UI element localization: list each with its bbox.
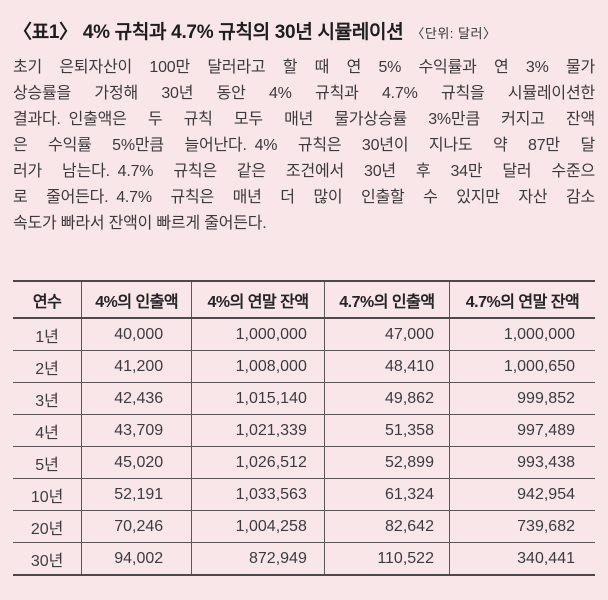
- header-cell-4-7pct-withdrawal: 4.7%의 인출액: [323, 281, 450, 319]
- withdrawal-4-7pct-cell: 52,899: [323, 446, 450, 479]
- balance-4pct-cell: 1,015,140: [191, 382, 325, 415]
- table-row: 3년 42,436 1,015,140 49,862 999,852: [13, 382, 595, 415]
- paragraph-line-1: 초기 은퇴자산이 100만 달러라고 할 때 연 5% 수익률과 연 3% 물가: [13, 59, 595, 76]
- withdrawal-4pct-cell: 94,002: [81, 542, 192, 575]
- withdrawal-4-7pct-cell: 47,000: [323, 318, 450, 351]
- table-row: 2년 41,200 1,008,000 48,410 1,000,650: [13, 350, 595, 383]
- withdrawal-4-7pct-cell: 61,324: [323, 478, 450, 511]
- intro-paragraph: 초기 은퇴자산이 100만 달러라고 할 때 연 5% 수익률과 연 3% 물가…: [13, 55, 595, 237]
- header-cell-4pct-balance: 4%의 연말 잔액: [191, 281, 325, 319]
- table-row: 5년 45,020 1,026,512 52,899 993,438: [13, 446, 595, 479]
- withdrawal-4-7pct-cell: 49,862: [323, 382, 450, 415]
- withdrawal-4pct-cell: 52,191: [81, 478, 192, 511]
- balance-4pct-cell: 1,033,563: [191, 478, 325, 511]
- table-row: 4년 43,709 1,021,339 51,358 997,489: [13, 414, 595, 447]
- withdrawal-4pct-cell: 45,020: [81, 446, 192, 479]
- year-cell: 5년: [13, 446, 82, 479]
- balance-4pct-cell: 1,021,339: [191, 414, 325, 447]
- paragraph-line-2: 상승률을 가정해 30년 동안 4% 규칙과 4.7% 규칙을 시뮬레이션한: [13, 85, 595, 102]
- paragraph-line-3: 결과다. 인출액은 두 규칙 모두 매년 물가상승률 3%만큼 커지고 잔액: [13, 111, 595, 128]
- withdrawal-4pct-cell: 41,200: [81, 350, 192, 383]
- balance-4-7pct-cell: 993,438: [448, 446, 595, 479]
- balance-4pct-cell: 1,008,000: [191, 350, 325, 383]
- withdrawal-4pct-cell: 43,709: [81, 414, 192, 447]
- withdrawal-4-7pct-cell: 110,522: [323, 542, 450, 575]
- paragraph-line-5: 러가 남는다. 4.7% 규칙은 같은 조건에서 30년 후 34만 달러 수준…: [13, 163, 595, 180]
- balance-4-7pct-cell: 739,682: [448, 510, 595, 543]
- withdrawal-4pct-cell: 40,000: [81, 318, 192, 351]
- balance-4-7pct-cell: 1,000,000: [448, 318, 595, 351]
- year-cell: 4년: [13, 414, 82, 447]
- table-title: 〈표1〉 4% 규칙과 4.7% 규칙의 30년 시뮬레이션: [13, 22, 404, 43]
- header-cell-4-7pct-balance: 4.7%의 연말 잔액: [448, 281, 595, 319]
- withdrawal-4pct-cell: 70,246: [81, 510, 192, 543]
- table-row: 10년 52,191 1,033,563 61,324 942,954: [13, 478, 595, 511]
- table-row: 1년 40,000 1,000,000 47,000 1,000,000: [13, 318, 595, 351]
- balance-4-7pct-cell: 340,441: [448, 542, 595, 575]
- balance-4pct-cell: 1,026,512: [191, 446, 325, 479]
- withdrawal-4-7pct-cell: 82,642: [323, 510, 450, 543]
- year-cell: 3년: [13, 382, 82, 415]
- balance-4pct-cell: 872,949: [191, 542, 325, 575]
- withdrawal-4-7pct-cell: 51,358: [323, 414, 450, 447]
- simulation-table: 연수 4%의 인출액 4%의 연말 잔액 4.7%의 인출액 4.7%의 연말 …: [13, 280, 595, 576]
- unit-label: 〈단위: 달러〉: [411, 26, 497, 41]
- table-row: 30년 94,002 872,949 110,522 340,441: [13, 542, 595, 575]
- paragraph-line-4: 은 수익률 5%만큼 늘어난다. 4% 규칙은 30년이 지나도 약 87만 달: [13, 137, 595, 154]
- paragraph-line-6: 로 줄어든다. 4.7% 규칙은 매년 더 많이 인출할 수 있지만 자산 감소: [13, 189, 595, 206]
- page-header: 〈표1〉 4% 규칙과 4.7% 규칙의 30년 시뮬레이션 〈단위: 달러〉: [13, 17, 595, 44]
- balance-4pct-cell: 1,000,000: [191, 318, 325, 351]
- balance-4pct-cell: 1,004,258: [191, 510, 325, 543]
- year-cell: 20년: [13, 510, 82, 543]
- year-cell: 10년: [13, 478, 82, 511]
- withdrawal-4pct-cell: 42,436: [81, 382, 192, 415]
- balance-4-7pct-cell: 997,489: [448, 414, 595, 447]
- year-cell: 1년: [35, 328, 59, 346]
- table-row: 20년 70,246 1,004,258 82,642 739,682: [13, 510, 595, 543]
- withdrawal-4-7pct-cell: 48,410: [323, 350, 450, 383]
- balance-4-7pct-cell: 942,954: [448, 478, 595, 511]
- paragraph-line-7: 속도가 빠라서 잔액이 빠르게 줄어든다.: [13, 215, 267, 232]
- balance-4-7pct-cell: 1,000,650: [448, 350, 595, 383]
- year-cell: 30년: [13, 542, 82, 575]
- year-cell: 2년: [13, 350, 82, 383]
- header-cell-4pct-withdrawal: 4%의 인출액: [81, 281, 192, 319]
- header-cell-years: 연수: [13, 281, 82, 319]
- balance-4-7pct-cell: 999,852: [448, 382, 595, 415]
- table-header-row: 연수 4%의 인출액 4%의 연말 잔액 4.7%의 인출액 4.7%의 연말 …: [13, 281, 595, 319]
